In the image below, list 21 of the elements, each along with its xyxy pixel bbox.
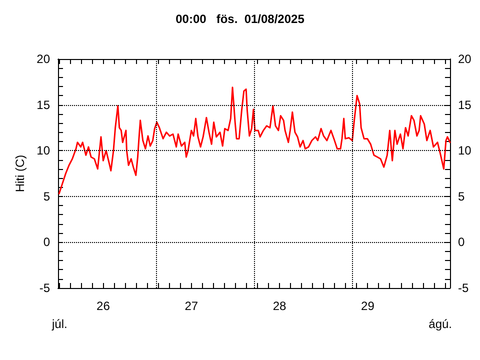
y2-tick-label: 10 bbox=[458, 144, 472, 158]
x-tick-label: 29 bbox=[361, 299, 375, 313]
text: ágú. bbox=[428, 317, 452, 331]
x-tick-label: 27 bbox=[184, 299, 198, 313]
y-tick-label: -5 bbox=[39, 281, 50, 295]
y2-tick-label: -5 bbox=[458, 281, 469, 295]
x-tick-label: 28 bbox=[272, 299, 287, 313]
y-tick-label: 0 bbox=[43, 235, 50, 250]
text: júl. bbox=[51, 317, 68, 331]
y-tick-label: 20 bbox=[36, 52, 50, 66]
y-tick-label: 5 bbox=[43, 189, 50, 204]
y2-tick-label: 15 bbox=[458, 98, 472, 112]
line-series bbox=[58, 86, 451, 194]
y-tick-label: 15 bbox=[36, 98, 50, 112]
y-tick-label: 10 bbox=[36, 144, 50, 158]
y2-tick-label: 0 bbox=[458, 235, 465, 250]
x-tick-label: 26 bbox=[96, 299, 110, 313]
y2-tick-label: 5 bbox=[458, 189, 465, 204]
y2-tick-label: 20 bbox=[458, 52, 472, 66]
y-axis-title: Hiti (C) bbox=[12, 154, 27, 192]
chart-title: 00:00 fös. 01/08/2025 bbox=[176, 12, 305, 26]
